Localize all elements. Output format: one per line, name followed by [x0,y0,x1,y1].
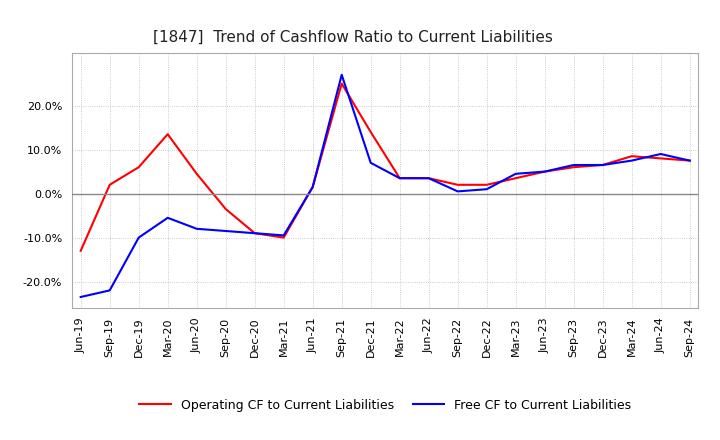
Operating CF to Current Liabilities [76,248,85,253]
Legend: Operating CF to Current Liabilities, Free CF to Current Liabilities: Operating CF to Current Liabilities, Fre… [135,394,636,417]
Free CF to Current Liabilities [541,169,549,174]
Free CF to Current Liabilities [308,184,317,190]
Operating CF to Current Liabilities [366,129,375,135]
Free CF to Current Liabilities [251,231,259,236]
Operating CF to Current Liabilities [221,206,230,212]
Operating CF to Current Liabilities [541,169,549,174]
Free CF to Current Liabilities [598,162,607,168]
Free CF to Current Liabilities [338,72,346,77]
Free CF to Current Liabilities [105,288,114,293]
Operating CF to Current Liabilities [135,165,143,170]
Operating CF to Current Liabilities [627,154,636,159]
Free CF to Current Liabilities [192,226,201,231]
Free CF to Current Liabilities [76,294,85,300]
Operating CF to Current Liabilities [251,231,259,236]
Operating CF to Current Liabilities [308,184,317,190]
Operating CF to Current Liabilities [657,156,665,161]
Operating CF to Current Liabilities [511,176,520,181]
Operating CF to Current Liabilities [279,235,288,240]
Operating CF to Current Liabilities [105,182,114,187]
Operating CF to Current Liabilities [685,158,694,163]
Operating CF to Current Liabilities [395,176,404,181]
Line: Free CF to Current Liabilities: Free CF to Current Liabilities [81,75,690,297]
Free CF to Current Liabilities [627,158,636,163]
Free CF to Current Liabilities [657,151,665,157]
Free CF to Current Liabilities [221,228,230,234]
Operating CF to Current Liabilities [598,162,607,168]
Operating CF to Current Liabilities [163,132,172,137]
Operating CF to Current Liabilities [338,81,346,86]
Free CF to Current Liabilities [685,158,694,163]
Free CF to Current Liabilities [454,189,462,194]
Line: Operating CF to Current Liabilities: Operating CF to Current Liabilities [81,84,690,251]
Operating CF to Current Liabilities [192,171,201,176]
Free CF to Current Liabilities [135,235,143,240]
Operating CF to Current Liabilities [454,182,462,187]
Operating CF to Current Liabilities [570,165,578,170]
Text: [1847]  Trend of Cashflow Ratio to Current Liabilities: [1847] Trend of Cashflow Ratio to Curren… [153,29,553,45]
Free CF to Current Liabilities [570,162,578,168]
Free CF to Current Liabilities [482,187,491,192]
Free CF to Current Liabilities [279,233,288,238]
Free CF to Current Liabilities [395,176,404,181]
Free CF to Current Liabilities [511,171,520,176]
Free CF to Current Liabilities [163,215,172,220]
Operating CF to Current Liabilities [424,176,433,181]
Free CF to Current Liabilities [366,160,375,165]
Free CF to Current Liabilities [424,176,433,181]
Operating CF to Current Liabilities [482,182,491,187]
